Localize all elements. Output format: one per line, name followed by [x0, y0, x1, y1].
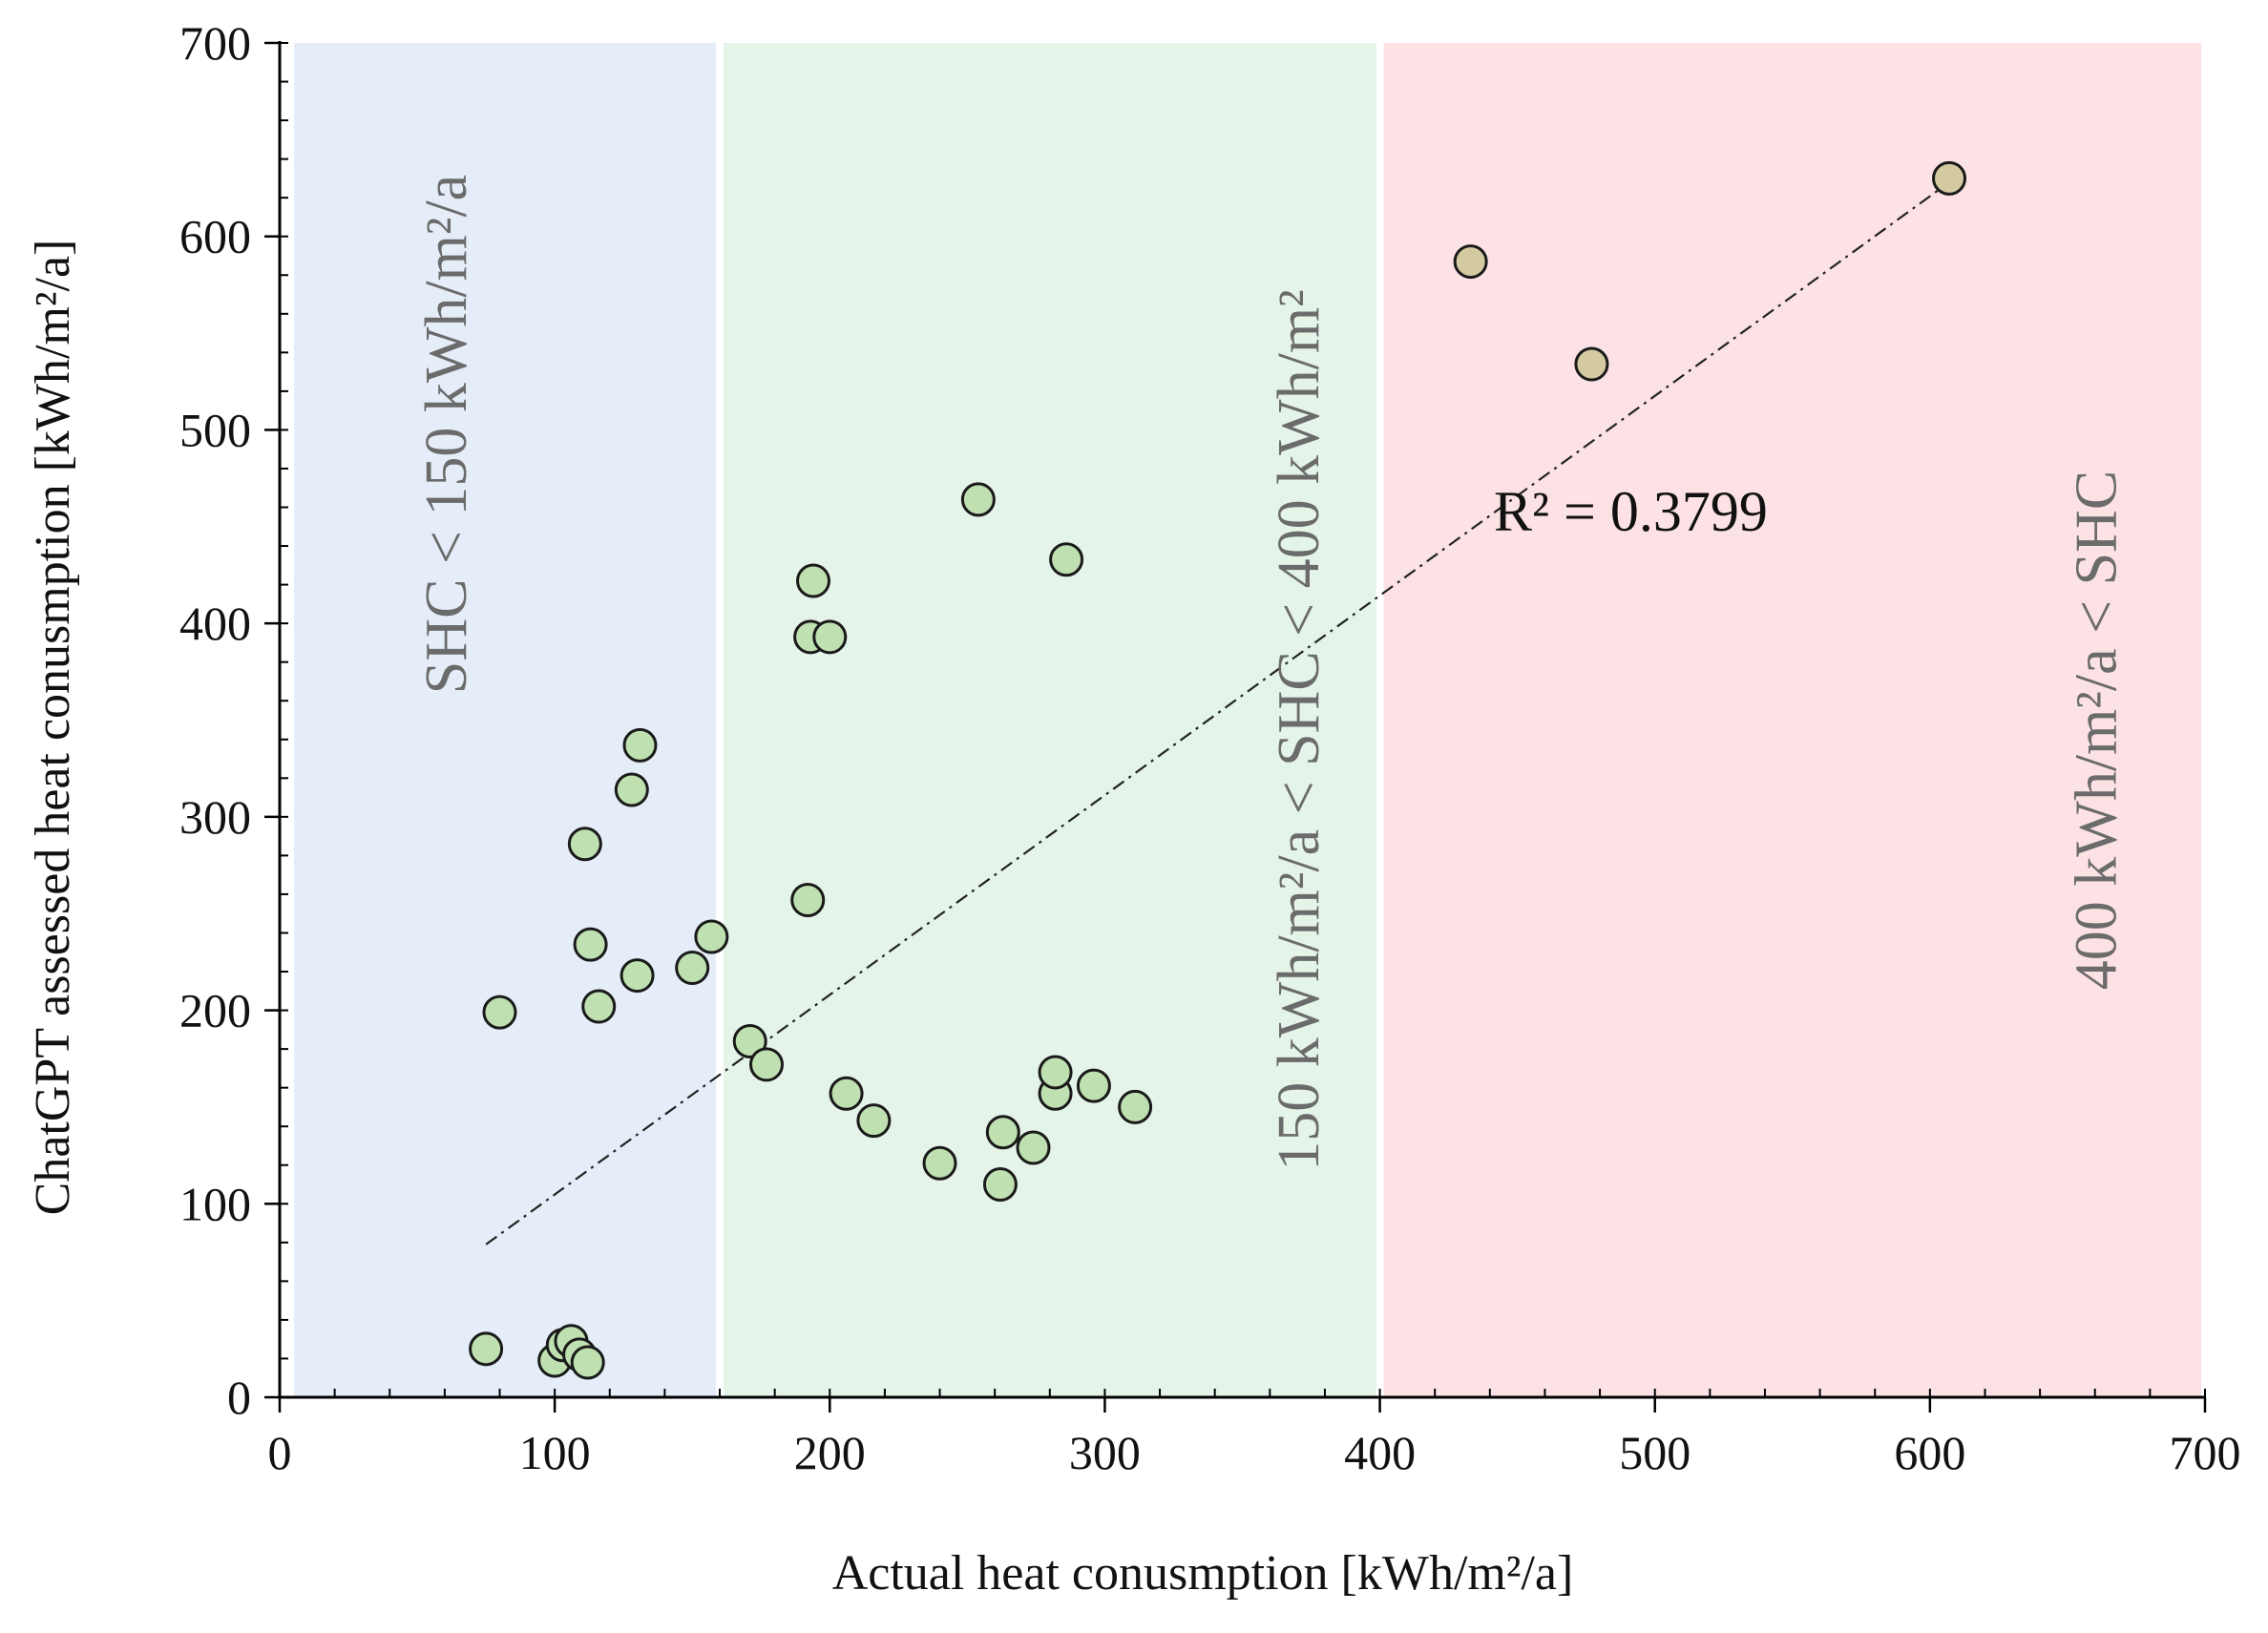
data-point-green	[982, 1167, 1018, 1203]
r2-annotation: R² = 0.3799	[1494, 480, 1768, 543]
data-point-green	[922, 1145, 957, 1181]
data-point-green	[985, 1115, 1020, 1150]
data-point-green	[795, 563, 830, 598]
data-point-green	[573, 927, 608, 962]
data-point-green	[1118, 1089, 1153, 1124]
data-point-green	[675, 950, 710, 985]
data-point-green	[622, 727, 658, 763]
x-tick-label: 200	[794, 1426, 866, 1479]
y-tick-label: 300	[179, 790, 251, 844]
data-point-green	[1049, 542, 1084, 577]
zone-mid-label: 150 kWh/m²/a < SHC < 400 kWh/m²	[1267, 289, 1332, 1170]
data-point-green	[567, 827, 602, 862]
data-point-green	[856, 1103, 892, 1139]
data-point-green	[1076, 1068, 1111, 1103]
x-tick-label: 600	[1894, 1426, 1965, 1479]
data-point-green	[960, 482, 996, 517]
x-tick-label: 700	[2170, 1426, 2241, 1479]
data-point-green	[620, 958, 655, 994]
y-tick-label: 600	[179, 210, 251, 263]
y-tick-label: 700	[179, 16, 251, 70]
x-axis-title: Actual heat conusmption [kWh/m²/a]	[832, 1546, 1574, 1601]
y-tick-label: 100	[179, 1177, 251, 1230]
data-point-green	[749, 1047, 785, 1082]
zone-backgrounds	[294, 43, 2201, 1397]
y-tick-label: 0	[227, 1371, 251, 1424]
y-tick-label: 500	[179, 403, 251, 456]
axes: 0 100 200 300 400 500 600 700 0 100 200 300 400 500 60…	[179, 16, 2241, 1479]
y-tick-label: 200	[179, 984, 251, 1037]
x-tick-label: 0	[268, 1426, 292, 1479]
trendline	[485, 181, 1950, 1246]
zone-low-background	[294, 43, 717, 1397]
data-point-tan	[1453, 244, 1488, 280]
y-axis-title: ChatGPT assessed heat conusmption [kWh/m…	[26, 240, 80, 1216]
data-point-green	[469, 1331, 504, 1367]
data-point-tan	[1932, 160, 1967, 196]
zone-mid-background	[724, 43, 1376, 1397]
zone-high-background	[1383, 43, 2201, 1397]
labels-layer: R² = 0.3799 Actual heat conusmption [kWh…	[26, 175, 2130, 1601]
data-point-green	[732, 1024, 767, 1059]
data-point-green	[581, 989, 617, 1024]
zone-high-label: 400 kWh/m²/a < SHC	[2065, 471, 2130, 990]
data-point-green	[614, 772, 649, 807]
zone-low-label: SHC < 150 kWh/m²/a	[414, 175, 479, 694]
y-tick-label: 400	[179, 597, 251, 650]
data-point-green	[694, 919, 729, 954]
x-tick-label: 500	[1619, 1426, 1690, 1479]
data-point-tan	[1574, 346, 1609, 382]
data-point-green	[790, 883, 826, 918]
data-point-green	[1038, 1055, 1073, 1090]
x-tick-label: 300	[1069, 1426, 1141, 1479]
data-point-green	[1016, 1130, 1051, 1165]
data-point-green	[570, 1345, 605, 1380]
x-tick-label: 400	[1344, 1426, 1416, 1479]
data-point-green	[812, 619, 848, 655]
data-point-green	[829, 1076, 864, 1111]
data-points-layer	[469, 160, 1967, 1380]
trendline-layer	[485, 181, 1950, 1246]
x-tick-label: 100	[519, 1426, 591, 1479]
data-point-green	[482, 994, 517, 1030]
